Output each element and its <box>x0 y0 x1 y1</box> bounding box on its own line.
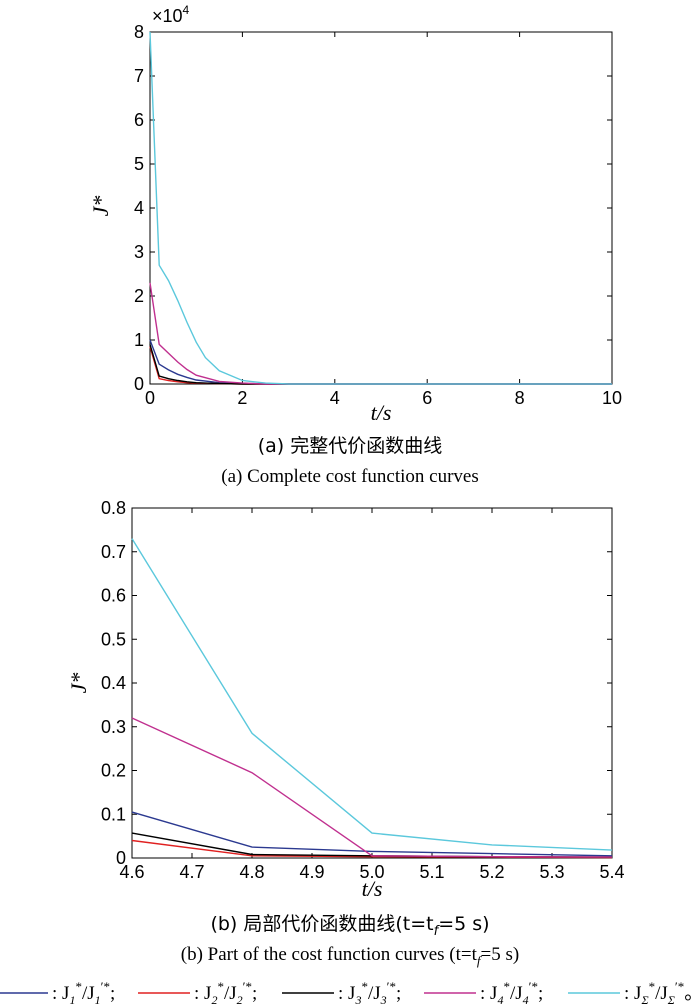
y-axis-label: J* <box>88 196 113 217</box>
chart-panel-b: 4.6 4.7 4.8 4.9 5.0 5.1 5.2 5.3 5.4 0 0.1 0.2 0.3 0.4… <box>66 498 625 968</box>
y-tick-label: 3 <box>134 242 144 262</box>
x-tick-label: 6 <box>422 388 432 408</box>
series-line-s4 <box>149 282 612 385</box>
series-line-s3 <box>149 344 612 385</box>
x-tick-label: 10 <box>602 388 622 408</box>
x-tick-label: 4.7 <box>179 862 204 882</box>
x-tick-label: 5.3 <box>539 862 564 882</box>
x-tick-label: 0 <box>145 388 155 408</box>
x-tick-label: 5.2 <box>479 862 504 882</box>
y-axis-label: J* <box>66 673 91 694</box>
y-tick-label: 0.2 <box>101 761 126 781</box>
y-tick-label: 6 <box>134 110 144 130</box>
caption-en: (b) Part of the cost function curves (t=… <box>181 944 519 968</box>
y-tick-label: 8 <box>134 22 144 42</box>
y-tick-label: 5 <box>134 154 144 174</box>
y-tick-label: 0.4 <box>101 673 126 693</box>
x-axis-label: t/s <box>362 876 383 901</box>
legend-label-s2: : J2*/J2′*; <box>194 979 257 1006</box>
series-line-s5 <box>131 538 613 851</box>
caption-en: (a) Complete cost function curves <box>221 466 478 487</box>
x-tick-label: 5.4 <box>599 862 624 882</box>
y-tick-label: 0.8 <box>101 498 126 518</box>
legend-item-s3: : J3*/J3′*; <box>282 979 401 1006</box>
plot-frame <box>149 31 613 385</box>
chart-panel-a: 0 2 4 6 8 10 0 1 2 3 4 5 6 7 8 ×104 J* t/s (a) 完整代价函数曲线 (a)… <box>88 3 622 487</box>
series-line-s1 <box>149 339 612 385</box>
y-tick-label: 0.7 <box>101 542 126 562</box>
legend-label-s3: : J3*/J3′*; <box>338 979 401 1006</box>
legend-label-s4: : J4*/J4′*; <box>480 979 543 1006</box>
x-tick-label: 4.8 <box>239 862 264 882</box>
y-tick-label: 0.5 <box>101 629 126 649</box>
legend-item-s1: : J1*/J1′*; <box>0 979 115 1006</box>
legend-label-s1: : J1*/J1′*; <box>52 979 115 1006</box>
legend-label-s5: : JΣ*/JΣ′*。 <box>624 979 700 1006</box>
y-tick-label: 4 <box>134 198 144 218</box>
y-tick-label: 0 <box>134 374 144 394</box>
y-tick-label: 0.3 <box>101 717 126 737</box>
y-tick-label: 0.1 <box>101 804 126 824</box>
series-line-s1 <box>131 811 613 857</box>
x-tick-label: 4.6 <box>119 862 144 882</box>
series-line-s4 <box>131 717 613 858</box>
x-axis-label: t/s <box>371 400 392 425</box>
legend-item-s2: : J2*/J2′*; <box>138 979 257 1006</box>
y-tick-label: 0.6 <box>101 586 126 606</box>
series-line-s5 <box>149 31 612 385</box>
caption-zh: (b) 局部代价函数曲线(t=tf=5 s) <box>210 913 489 939</box>
legend-item-s5: : JΣ*/JΣ′*。 <box>568 979 700 1006</box>
x-tick-label: 4.9 <box>299 862 324 882</box>
x-tick-label: 4 <box>330 388 340 408</box>
series-line-s2 <box>149 346 612 385</box>
x-tick-label: 2 <box>237 388 247 408</box>
plot-frame <box>131 507 613 859</box>
x-tick-label: 5.0 <box>359 862 384 882</box>
legend: : J1*/J1′*; : J2*/J2′*; : J3*/J3′*; : J4*/J… <box>0 979 700 1006</box>
caption-zh: (a) 完整代价函数曲线 <box>258 435 443 457</box>
x-tick-label: 5.1 <box>419 862 444 882</box>
y-tick-label: 7 <box>134 66 144 86</box>
x-tick-label: 8 <box>515 388 525 408</box>
y-tick-label: 2 <box>134 286 144 306</box>
y-tick-label: 1 <box>134 330 144 350</box>
legend-item-s4: : J4*/J4′*; <box>424 979 543 1006</box>
y-axis-multiplier: ×104 <box>152 3 190 26</box>
y-tick-label: 0 <box>116 848 126 868</box>
